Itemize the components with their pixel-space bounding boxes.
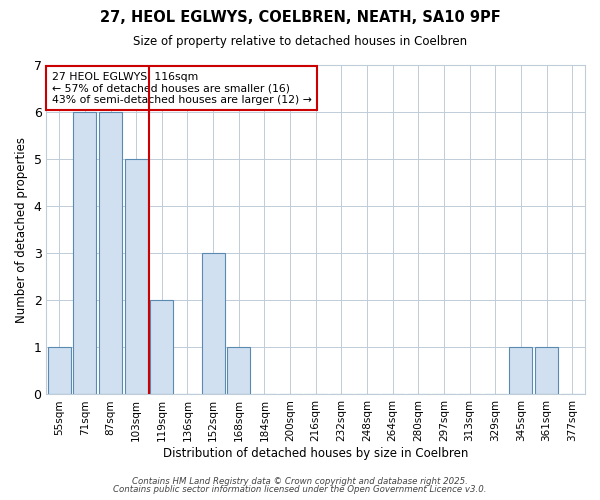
Text: 27, HEOL EGLWYS, COELBREN, NEATH, SA10 9PF: 27, HEOL EGLWYS, COELBREN, NEATH, SA10 9…: [100, 10, 500, 25]
Bar: [47, 348, 71, 395]
Bar: [509, 348, 532, 395]
Bar: [202, 254, 224, 394]
Text: Contains HM Land Registry data © Crown copyright and database right 2025.: Contains HM Land Registry data © Crown c…: [132, 477, 468, 486]
X-axis label: Distribution of detached houses by size in Coelbren: Distribution of detached houses by size …: [163, 447, 469, 460]
Text: 27 HEOL EGLWYS: 116sqm
← 57% of detached houses are smaller (16)
43% of semi-det: 27 HEOL EGLWYS: 116sqm ← 57% of detached…: [52, 72, 311, 105]
Bar: [150, 300, 173, 394]
Y-axis label: Number of detached properties: Number of detached properties: [15, 136, 28, 322]
Bar: [73, 112, 97, 395]
Bar: [99, 112, 122, 395]
Bar: [125, 159, 148, 394]
Text: Contains public sector information licensed under the Open Government Licence v3: Contains public sector information licen…: [113, 485, 487, 494]
Bar: [535, 348, 558, 395]
Bar: [227, 348, 250, 395]
Text: Size of property relative to detached houses in Coelbren: Size of property relative to detached ho…: [133, 35, 467, 48]
